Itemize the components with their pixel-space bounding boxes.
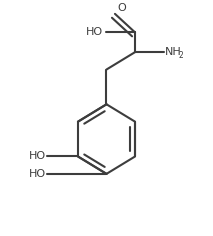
Text: HO: HO: [29, 169, 46, 179]
Text: NH: NH: [165, 47, 181, 57]
Text: HO: HO: [86, 27, 103, 38]
Text: HO: HO: [29, 152, 46, 161]
Text: 2: 2: [178, 51, 183, 60]
Text: O: O: [117, 3, 126, 13]
